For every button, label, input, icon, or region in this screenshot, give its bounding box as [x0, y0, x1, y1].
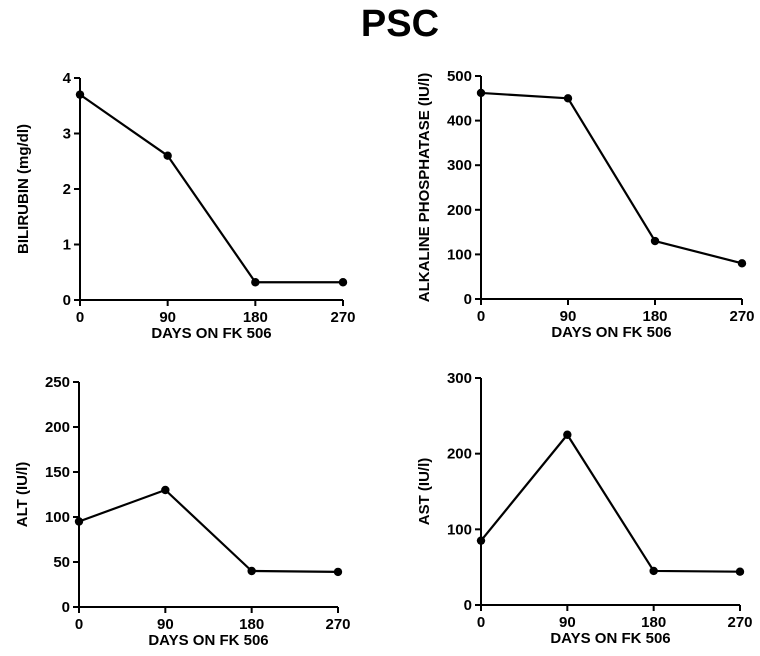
- bilirubin-y-axis-label: BILIRUBIN (mg/dl): [15, 124, 32, 254]
- ast-y-axis-label: AST (IU/l): [416, 458, 433, 526]
- alkaline-phosphatase-x-tick-label: 270: [729, 308, 754, 325]
- ast-data-point: [476, 536, 486, 545]
- alkaline-phosphatase-x-axis-label: DAYS ON FK 506: [551, 324, 671, 341]
- alt-x-axis-label: DAYS ON FK 506: [148, 632, 268, 649]
- alt-data-point: [161, 485, 170, 495]
- bilirubin-x-tick-label: 90: [159, 309, 176, 326]
- bilirubin-x-axis-label: DAYS ON FK 506: [151, 325, 271, 342]
- alt-y-axis-label: ALT (IU/l): [14, 462, 31, 528]
- ast-data-point: [649, 566, 658, 576]
- ast-y-tick-label: 0: [464, 597, 472, 614]
- alkaline-phosphatase-x-tick-label: 90: [560, 308, 577, 325]
- bilirubin-data-point: [163, 151, 172, 160]
- alkaline-phosphatase-data-point: [650, 236, 660, 246]
- alt-x-tick-label: 270: [325, 616, 350, 633]
- bilirubin-series-line: [79, 93, 343, 284]
- alt-y-tick-label: 250: [45, 374, 70, 391]
- ast-x-tick-label: 90: [559, 614, 576, 631]
- alkaline-phosphatase-y-tick-label: 100: [447, 246, 472, 263]
- alt-x-tick-label: 90: [157, 616, 174, 633]
- ast-x-axis-label: DAYS ON FK 506: [550, 630, 670, 647]
- alt-series-line: [78, 488, 339, 573]
- alt-chart: 0 50 100 150 200 250 0 90 180 270 DAYS ON FK 506 AL…: [14, 374, 351, 649]
- bilirubin-data-point: [251, 278, 260, 287]
- alkaline-phosphatase-y-tick-label: 300: [447, 157, 472, 174]
- bilirubin-x-tick-label: 270: [330, 309, 355, 326]
- alkaline-phosphatase-y-tick-label: 500: [447, 68, 472, 85]
- alkaline-phosphatase-y-tick-label: 0: [464, 291, 472, 308]
- ast-chart: 0 100 200 300 0 90 180 270 DAYS ON FK 506 AST (IU…: [416, 370, 753, 647]
- alkaline-phosphatase-data-point: [737, 259, 747, 268]
- alt-y-tick-label: 150: [45, 464, 70, 481]
- bilirubin-chart: 0 1 2 3 4 0 90 180 270 DAYS ON FK 506 BILIRUBIN (m…: [15, 70, 356, 342]
- alt-y-tick-label: 50: [53, 554, 70, 571]
- alt-x-tick-label: 0: [75, 616, 83, 633]
- bilirubin-y-tick-label: 2: [63, 181, 71, 198]
- ast-series-line: [480, 433, 741, 573]
- ast-y-tick-label: 200: [447, 446, 472, 463]
- alt-y-tick-label: 100: [45, 509, 70, 526]
- ast-x-tick-label: 270: [727, 614, 752, 631]
- chart-panels: 0 1 2 3 4 0 90 180 270 DAYS ON FK 506 BILIRUBIN (m…: [14, 68, 755, 649]
- alkaline-phosphatase-y-axis-label: ALKALINE PHOSPHATASE (IU/l): [416, 73, 433, 302]
- alkaline-phosphatase-y-tick-label: 200: [447, 202, 472, 219]
- bilirubin-x-tick-label: 180: [243, 309, 268, 326]
- alt-data-point: [247, 566, 256, 576]
- bilirubin-y-tick-label: 0: [63, 292, 71, 309]
- ast-data-point: [735, 567, 745, 576]
- ast-x-tick-label: 0: [477, 614, 485, 631]
- ast-y-tick-label: 100: [447, 521, 472, 538]
- alkaline-phosphatase-x-tick-label: 0: [477, 308, 485, 325]
- alkaline-phosphatase-series-line: [480, 91, 743, 265]
- alt-x-tick-label: 180: [239, 616, 264, 633]
- bilirubin-y-tick-label: 3: [63, 126, 71, 143]
- alkaline-phosphatase-x-tick-label: 180: [642, 308, 667, 325]
- bilirubin-y-tick-label: 4: [63, 70, 72, 87]
- alt-data-point: [333, 567, 343, 577]
- ast-data-point: [563, 430, 572, 439]
- alkaline-phosphatase-data-point: [563, 94, 573, 103]
- bilirubin-y-tick-label: 1: [63, 237, 71, 254]
- alt-y-tick-label: 200: [45, 419, 70, 436]
- bilirubin-data-point: [75, 90, 85, 99]
- alt-data-point: [74, 517, 84, 526]
- bilirubin-data-point: [338, 278, 348, 287]
- figure-title: PSC: [361, 3, 439, 45]
- alkaline-phosphatase-y-tick-label: 400: [447, 113, 472, 130]
- alt-y-tick-label: 0: [62, 599, 70, 616]
- alkaline-phosphatase-chart: 0 100 200 300 400 500 0 90 180 270 DAYS ON FK 506 A…: [416, 68, 755, 341]
- ast-x-tick-label: 180: [641, 614, 666, 631]
- bilirubin-x-tick-label: 0: [76, 309, 84, 326]
- alkaline-phosphatase-data-point: [476, 88, 486, 98]
- ast-y-tick-label: 300: [447, 370, 472, 387]
